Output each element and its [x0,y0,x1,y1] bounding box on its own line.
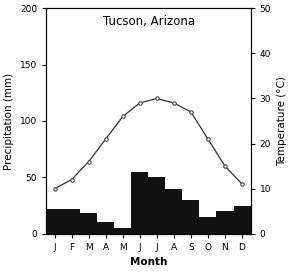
Bar [199,217,217,234]
Bar [80,213,97,234]
Bar [131,172,148,234]
Y-axis label: Temperature (°C): Temperature (°C) [277,76,287,166]
Bar [165,189,182,234]
X-axis label: Month: Month [130,257,167,267]
Bar [63,209,80,234]
Bar [217,211,234,234]
Bar [97,222,114,234]
Y-axis label: Precipitation (mm): Precipitation (mm) [4,72,14,170]
Text: Tucson, Arizona: Tucson, Arizona [103,15,196,28]
Bar [46,209,63,234]
Bar [182,200,199,234]
Bar [234,206,251,234]
Bar [148,177,165,234]
Bar [114,228,131,234]
